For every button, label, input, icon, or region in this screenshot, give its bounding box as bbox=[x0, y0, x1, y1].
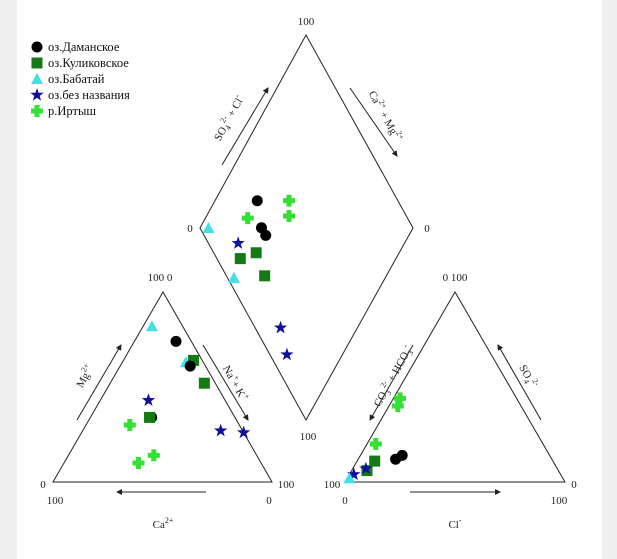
diamond-point-irtysh bbox=[283, 210, 296, 223]
cation-point-babat bbox=[145, 320, 158, 332]
cl-axis-label: Cl- bbox=[448, 516, 461, 531]
cation-tick-right-a: 100 bbox=[278, 479, 295, 491]
so4-axis-label: SO42- bbox=[515, 361, 542, 391]
so4-cl-axis-label: SO42- + Cl- bbox=[210, 92, 249, 144]
legend-item-noname: оз.без названия bbox=[30, 88, 130, 102]
legend-label: оз.без названия bbox=[48, 88, 130, 102]
ca-mg-arrow bbox=[349, 87, 398, 157]
cation-point-daman bbox=[184, 360, 196, 372]
cation-tick-right-b: 0 bbox=[266, 495, 272, 507]
na-k-arrow bbox=[202, 344, 249, 421]
anion-point-kulik bbox=[369, 455, 381, 467]
legend-marker-circle-icon bbox=[31, 41, 43, 53]
diamond-point-kulik bbox=[250, 247, 262, 259]
na-k-axis-label: Na++ K+ bbox=[220, 362, 252, 404]
diamond-point-noname bbox=[280, 347, 294, 361]
piper-diagram: 100 0 0 100 100 0 0 100 100 0 0 100 100 … bbox=[17, 0, 602, 559]
ca-axis-label: Ca2+ bbox=[153, 516, 174, 531]
legend-item-daman: оз.Даманское bbox=[31, 40, 120, 54]
diamond-point-daman bbox=[260, 229, 272, 241]
legend-marker-plus-icon bbox=[31, 105, 43, 117]
legend-marker-triangle-icon bbox=[31, 73, 43, 84]
diamond-point-kulik bbox=[259, 270, 271, 282]
diamond-point-babat bbox=[227, 271, 240, 283]
ca-mg-axis-label: Ca2+ + Mg2+ bbox=[366, 88, 407, 145]
diamond-tick-right: 0 bbox=[424, 223, 430, 235]
cation-tick-top: 100 0 bbox=[148, 272, 173, 284]
anion-tick-left-b: 0 bbox=[342, 495, 348, 507]
diamond-tick-bottom: 100 bbox=[300, 431, 317, 443]
cation-point-noname bbox=[237, 425, 251, 439]
cation-point-noname bbox=[214, 423, 228, 437]
legend-label: оз.Бабатай bbox=[48, 72, 105, 86]
cation-point-irtysh bbox=[132, 457, 145, 469]
chart-svg: 100 0 0 100 100 0 0 100 100 0 0 100 100 … bbox=[30, 16, 577, 531]
cation-point-kulik bbox=[187, 354, 199, 366]
legend-label: оз.Даманское bbox=[48, 40, 120, 54]
anion-point-babat bbox=[343, 472, 356, 484]
diamond-point-noname bbox=[273, 320, 288, 334]
diamond-point-kulik bbox=[234, 253, 246, 265]
cation-point-kulik bbox=[144, 411, 156, 423]
legend-item-kulik: оз.Куликовское bbox=[31, 56, 129, 70]
cation-tick-left-b: 100 bbox=[47, 495, 64, 507]
mg-axis-label: Mg2+ bbox=[72, 361, 97, 390]
anion-point-irtysh bbox=[394, 392, 406, 405]
co3-hco3-arrow bbox=[369, 344, 414, 421]
anion-point-daman bbox=[390, 453, 402, 465]
cation-point-irtysh bbox=[147, 449, 160, 462]
anion-tick-top: 0 100 bbox=[443, 272, 468, 284]
legend-item-babat: оз.Бабатай bbox=[31, 72, 105, 86]
legend-marker-square-icon bbox=[31, 57, 43, 69]
cation-triangle bbox=[52, 290, 273, 483]
legend-label: оз.Куликовское bbox=[48, 56, 129, 70]
diamond-point-irtysh bbox=[283, 194, 296, 207]
anion-point-noname bbox=[347, 467, 361, 481]
mg-arrow bbox=[76, 344, 122, 421]
legend-marker-star-icon bbox=[30, 88, 44, 101]
diamond-point-babat bbox=[202, 221, 215, 233]
diamond-point-irtysh bbox=[241, 212, 254, 225]
diamond-tick-top: 100 bbox=[298, 16, 315, 28]
diamond-tick-left: 0 bbox=[187, 223, 193, 235]
anion-tick-right-b: 100 bbox=[551, 495, 568, 507]
legend: оз.Даманское оз.Куликовское оз.Бабатай оз.б… bbox=[30, 40, 130, 118]
so4-cl-arrow bbox=[221, 87, 269, 166]
anion-triangle bbox=[344, 291, 566, 483]
anion-tick-left-a: 100 bbox=[324, 479, 341, 491]
cation-point-kulik bbox=[198, 377, 210, 389]
legend-label: р.Иртыш bbox=[48, 104, 96, 118]
data-points bbox=[123, 194, 408, 484]
cation-tick-left-a: 0 bbox=[40, 479, 46, 491]
anion-tick-right-a: 0 bbox=[571, 479, 577, 491]
cation-point-daman bbox=[170, 335, 182, 347]
anion-point-noname bbox=[359, 461, 373, 475]
cation-point-irtysh bbox=[123, 419, 136, 431]
diamond-point-noname bbox=[231, 236, 245, 249]
so4-arrow bbox=[497, 344, 542, 421]
legend-item-irtysh: р.Иртыш bbox=[31, 104, 96, 118]
diamond-point-daman bbox=[251, 195, 263, 207]
diamond-field bbox=[199, 33, 414, 422]
anion-point-irtysh bbox=[391, 400, 404, 412]
cation-point-noname bbox=[141, 393, 156, 406]
anion-point-irtysh bbox=[369, 438, 382, 450]
